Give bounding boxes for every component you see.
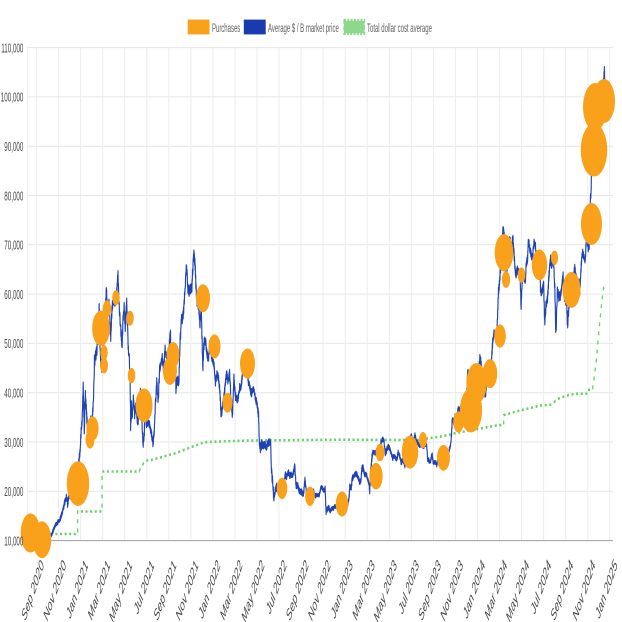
svg-text:10,000: 10,000 [4,535,23,549]
svg-text:90,000: 90,000 [4,141,23,155]
svg-text:80,000: 80,000 [4,190,23,204]
svg-text:60,000: 60,000 [4,289,23,303]
svg-text:Average $ / B market price: Average $ / B market price [268,22,339,36]
svg-text:40,000: 40,000 [4,387,23,401]
svg-text:50,000: 50,000 [4,338,23,352]
svg-text:20,000: 20,000 [4,486,23,500]
svg-text:100,000: 100,000 [1,92,24,106]
svg-text:30,000: 30,000 [4,437,23,451]
svg-text:110,000: 110,000 [1,42,23,56]
svg-text:Total dollar cost average: Total dollar cost average [367,22,432,36]
svg-text:70,000: 70,000 [4,239,23,253]
svg-text:Purchases: Purchases [212,22,240,36]
